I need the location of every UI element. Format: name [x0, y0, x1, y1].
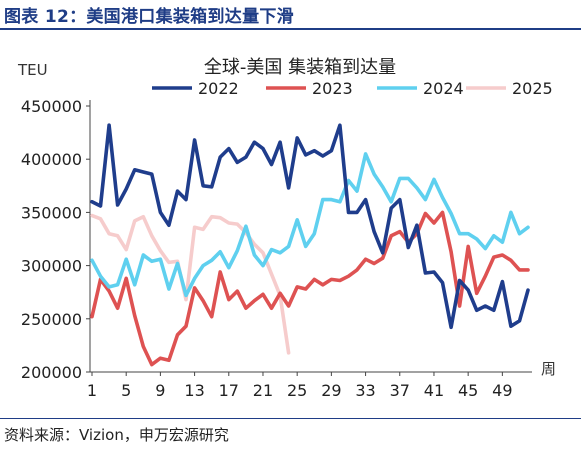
series-line-2022 — [90, 123, 530, 330]
legend-label-2023: 2023 — [312, 79, 353, 98]
y-tick-label: 400000 — [21, 150, 82, 169]
y-axis: 200000 250000 300000 350000 400000 450000 — [21, 97, 91, 382]
y-axis-unit-label: TEU — [17, 61, 48, 79]
x-tick-label: 37 — [390, 381, 410, 400]
y-tick-label: 350000 — [21, 203, 82, 222]
y-tick-label: 450000 — [21, 97, 82, 116]
x-tick-label: 9 — [155, 381, 165, 400]
legend-label-2024: 2024 — [423, 79, 464, 98]
figure-title: 图表 12：美国港口集装箱到达量下滑 — [4, 7, 294, 27]
x-tick-label: 41 — [424, 381, 444, 400]
chart-title: 全球-美国 集装箱到达量 — [204, 57, 396, 78]
series-layer — [90, 123, 530, 367]
x-tick-label: 45 — [458, 381, 478, 400]
series-line-2023 — [90, 210, 530, 367]
y-tick-label: 250000 — [21, 310, 82, 329]
y-tick-label: 200000 — [21, 363, 82, 382]
series-line-2024 — [90, 152, 530, 298]
x-tick-label: 49 — [492, 381, 512, 400]
line-chart: TEU 全球-美国 集装箱到达量 2022 2023 2024 2025 200000… — [17, 57, 556, 400]
x-tick-label: 13 — [184, 381, 204, 400]
header-divider — [0, 28, 581, 30]
footer-divider — [0, 418, 581, 419]
x-tick-label: 33 — [355, 381, 375, 400]
source-note: 资料来源：Vizion，申万宏源研究 — [4, 426, 229, 444]
x-axis-unit-label: 周 — [541, 360, 556, 378]
x-tick-label: 5 — [121, 381, 131, 400]
legend-label-2025: 2025 — [512, 79, 553, 98]
series-line-2025 — [90, 213, 291, 355]
x-tick-label: 21 — [253, 381, 273, 400]
chart-legend: 2022 2023 2024 2025 — [152, 79, 553, 98]
y-tick-label: 300000 — [21, 257, 82, 276]
x-axis: 1 5 9 13 17 21 25 29 33 37 41 45 49 — [87, 371, 532, 400]
x-tick-label: 25 — [287, 381, 307, 400]
x-tick-label: 17 — [219, 381, 239, 400]
x-tick-label: 29 — [321, 381, 341, 400]
x-tick-label: 1 — [87, 381, 97, 400]
legend-label-2022: 2022 — [198, 79, 239, 98]
